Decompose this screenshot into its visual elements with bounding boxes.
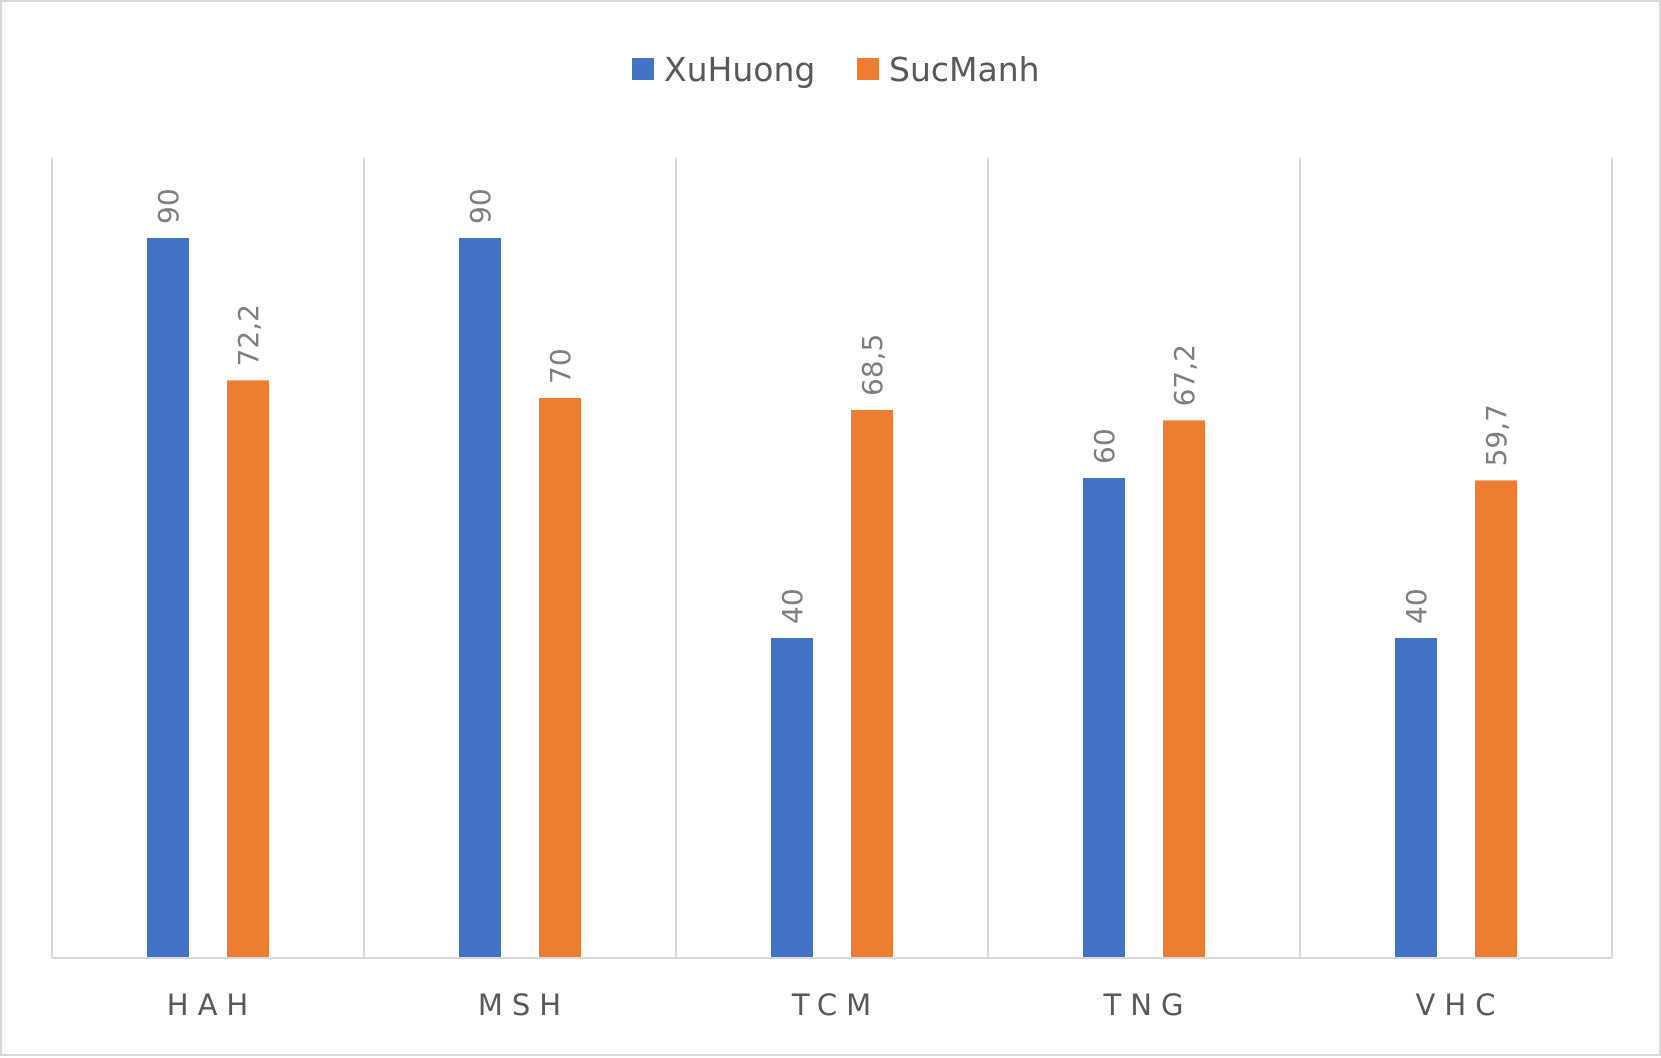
legend-swatch-XuHuong — [632, 58, 654, 80]
data-label-SucManh-TNG: 67,2 — [1168, 344, 1201, 406]
data-label-SucManh-MSH: 70 — [544, 348, 577, 384]
tick-label-TNG: TNG — [1103, 988, 1193, 1022]
bar-XuHuong-TCM — [771, 638, 813, 958]
bar-SucManh-TNG — [1163, 420, 1205, 958]
tick-label-HAH: HAH — [167, 988, 257, 1022]
bar-XuHuong-MSH — [459, 238, 501, 958]
legend-label-XuHuong: XuHuong — [664, 50, 815, 89]
legend-swatch-SucManh — [857, 58, 879, 80]
bar-SucManh-HAH — [227, 380, 269, 958]
bar-SucManh-VHC — [1475, 480, 1517, 958]
tick-label-VHC: VHC — [1416, 988, 1505, 1022]
bars — [147, 238, 1517, 958]
data-label-SucManh-TCM: 68,5 — [856, 334, 889, 396]
data-label-XuHuong-VHC: 40 — [1400, 588, 1433, 624]
x-axis-ticks: HAH MSH TCM TNG VHC — [167, 988, 1505, 1022]
bar-XuHuong-VHC — [1395, 638, 1437, 958]
data-label-SucManh-HAH: 72,2 — [232, 304, 265, 366]
legend-label-SucManh: SucManh — [889, 50, 1040, 89]
data-label-XuHuong-TCM: 40 — [776, 588, 809, 624]
data-label-XuHuong-TNG: 60 — [1088, 428, 1121, 464]
data-labels: 90 90 40 60 40 72,2 70 68,5 67,2 59,7 — [152, 188, 1513, 624]
bar-XuHuong-HAH — [147, 238, 189, 958]
bar-SucManh-TCM — [851, 410, 893, 958]
tick-label-TCM: TCM — [791, 988, 880, 1022]
data-label-XuHuong-HAH: 90 — [152, 188, 185, 224]
bar-SucManh-MSH — [539, 398, 581, 958]
legend: XuHuong SucManh — [632, 50, 1040, 89]
data-label-XuHuong-MSH: 90 — [464, 188, 497, 224]
gridlines — [51, 158, 1613, 958]
tick-label-MSH: MSH — [478, 988, 570, 1022]
bar-XuHuong-TNG — [1083, 478, 1125, 958]
data-label-SucManh-VHC: 59,7 — [1480, 404, 1513, 466]
